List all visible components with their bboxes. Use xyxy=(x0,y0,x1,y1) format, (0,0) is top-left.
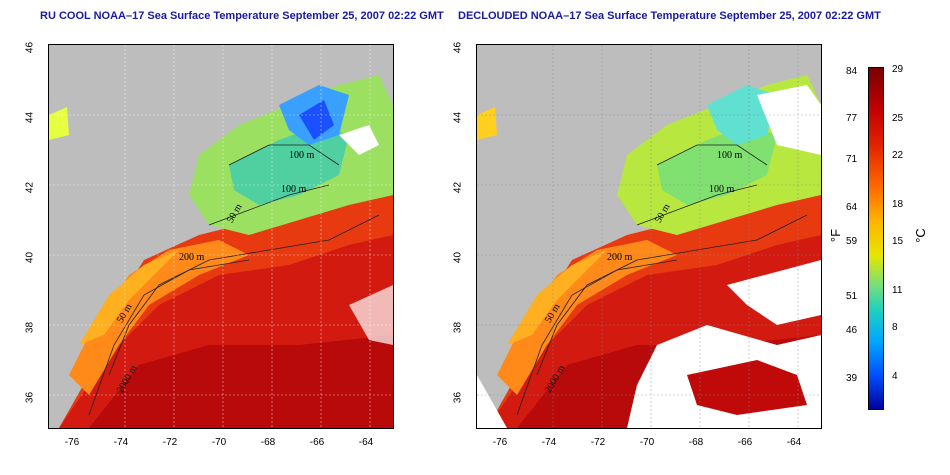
y-tick-label: 44 xyxy=(452,111,464,124)
left-map-title: RU COOL NOAA–17 Sea Surface Temperature … xyxy=(40,10,444,22)
y-tick-label: 40 xyxy=(452,251,464,264)
right-map-graphic: 100 m 100 m 50 m 200 m 50 m 2000 m xyxy=(477,45,821,428)
fahrenheit-tick: 71 xyxy=(846,154,858,165)
x-tick-label: -64 xyxy=(358,437,374,448)
fahrenheit-tick: 46 xyxy=(846,325,858,336)
x-tick-label: -68 xyxy=(260,437,276,448)
x-tick-label: -66 xyxy=(309,437,325,448)
x-tick-label: -66 xyxy=(737,437,753,448)
right-contour-label: 100 m xyxy=(709,184,735,195)
x-tick-label: -74 xyxy=(541,437,557,448)
celsius-tick: 25 xyxy=(892,113,904,124)
right-contour-label: 100 m xyxy=(717,150,743,161)
fahrenheit-tick: 64 xyxy=(846,202,858,213)
x-tick-label: -70 xyxy=(639,437,655,448)
left-sst-map[interactable]: 100 m 100 m 50 m 200 m 50 m 2000 m xyxy=(48,44,394,429)
y-tick-label: 36 xyxy=(24,391,36,404)
left-contour-label: 100 m xyxy=(281,184,307,195)
y-tick-label: 46 xyxy=(452,41,464,54)
celsius-tick: 29 xyxy=(892,64,904,75)
fahrenheit-tick: 77 xyxy=(846,113,858,124)
right-map-title: DECLOUDED NOAA–17 Sea Surface Temperatur… xyxy=(458,10,881,22)
right-sst-map[interactable]: 100 m 100 m 50 m 200 m 50 m 2000 m xyxy=(476,44,822,429)
celsius-tick: 18 xyxy=(892,199,904,210)
celsius-tick: 4 xyxy=(892,371,898,382)
x-tick-label: -72 xyxy=(162,437,178,448)
fahrenheit-tick: 39 xyxy=(846,373,858,384)
fahrenheit-unit-label: °F xyxy=(828,228,844,243)
fahrenheit-tick: 84 xyxy=(846,66,858,77)
x-tick-label: -74 xyxy=(113,437,129,448)
y-tick-label: 38 xyxy=(24,321,36,334)
celsius-tick: 8 xyxy=(892,322,898,333)
x-tick-label: -76 xyxy=(64,437,80,448)
fahrenheit-tick: 51 xyxy=(846,291,858,302)
x-tick-label: -70 xyxy=(211,437,227,448)
y-tick-label: 42 xyxy=(24,181,36,194)
x-tick-label: -64 xyxy=(786,437,802,448)
x-tick-label: -76 xyxy=(492,437,508,448)
y-tick-label: 46 xyxy=(24,41,36,54)
temperature-colorbar xyxy=(868,67,884,410)
right-contour-label: 200 m xyxy=(607,252,633,263)
celsius-unit-label: °C xyxy=(912,228,928,243)
celsius-tick: 11 xyxy=(892,285,903,296)
x-tick-label: -68 xyxy=(688,437,704,448)
y-tick-label: 36 xyxy=(452,391,464,404)
y-tick-label: 42 xyxy=(452,181,464,194)
y-tick-label: 44 xyxy=(24,111,36,124)
y-tick-label: 40 xyxy=(24,251,36,264)
left-contour-label: 200 m xyxy=(179,252,205,263)
left-contour-label: 100 m xyxy=(289,150,315,161)
celsius-tick: 22 xyxy=(892,150,904,161)
left-map-graphic: 100 m 100 m 50 m 200 m 50 m 2000 m xyxy=(49,45,393,428)
x-tick-label: -72 xyxy=(590,437,606,448)
celsius-tick: 15 xyxy=(892,236,904,247)
y-tick-label: 38 xyxy=(452,321,464,334)
fahrenheit-tick: 59 xyxy=(846,236,858,247)
